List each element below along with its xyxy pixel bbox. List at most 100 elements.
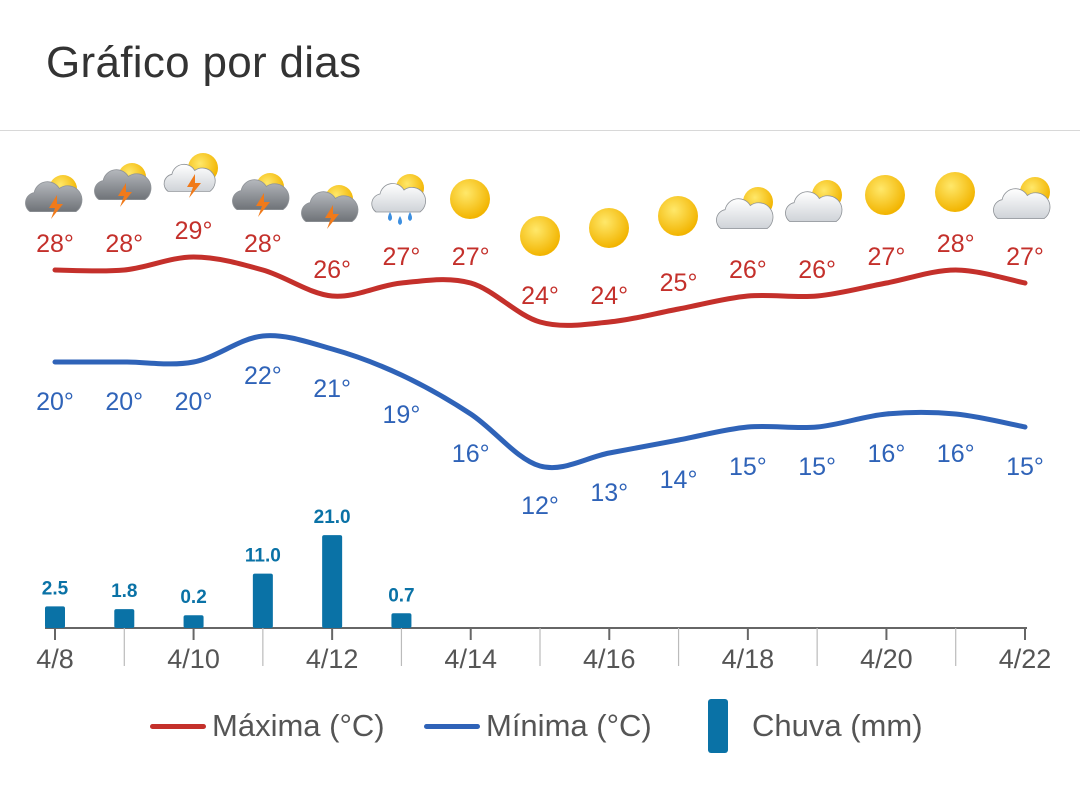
rain-cloud-sun-icon [371, 174, 426, 225]
sun-icon [589, 208, 629, 248]
sun-icon [865, 175, 905, 215]
max-temp-label: 28° [105, 230, 143, 258]
lightning-bolt [49, 195, 63, 219]
lightning-bolt [118, 183, 132, 207]
legend-label-min: Mínima (°C) [486, 708, 652, 743]
max-temp-label: 27° [868, 243, 906, 271]
cloud-shape [371, 183, 426, 213]
max-temp-label: 25° [660, 269, 698, 297]
sun-disc [589, 208, 629, 248]
max-temp-label: 26° [313, 256, 351, 284]
partly-cloudy-icon [993, 177, 1051, 219]
min-temp-label: 19° [383, 401, 421, 429]
rain-bar [114, 609, 135, 628]
rain-bar [183, 615, 204, 628]
max-temp-label: 29° [175, 217, 213, 245]
max-temp-label: 28° [244, 230, 282, 258]
storm-cloud-sun-icon [301, 185, 359, 229]
max-temp-label: 27° [383, 243, 421, 271]
cloud-shape [716, 198, 774, 229]
lightning-bolt [325, 205, 339, 229]
storm-sun-icon [163, 153, 218, 198]
min-temp-line [52, 333, 1028, 470]
cloud-shape [785, 191, 843, 222]
legend-label-rain: Chuva (mm) [752, 708, 923, 743]
rain-data-label: 2.5 [42, 578, 69, 599]
storm-cloud-sun-icon [25, 175, 83, 219]
max-temp-label: 24° [590, 282, 628, 310]
sun-icon [450, 179, 490, 219]
daily-weather-chart: 4/8 4/10 4/12 4/14 4/16 4/18 4/20 4/22 2.5 1.8 0.2… [25, 153, 1052, 674]
legend-swatch-min [424, 723, 480, 729]
legend-item-min: Mínima (°C) [424, 696, 652, 756]
min-temp-label: 15° [729, 453, 767, 481]
min-temp-label: 22° [244, 362, 282, 390]
rain-data-label: 1.8 [111, 581, 137, 602]
min-temp-label: 13° [590, 479, 628, 507]
max-temp-label: 28° [937, 230, 975, 258]
cloud-shape [94, 169, 152, 200]
min-temp-label: 20° [175, 388, 213, 416]
max-temp-label: 26° [798, 256, 836, 284]
cloud-shape [993, 188, 1051, 219]
rain-data-label: 0.2 [180, 587, 206, 608]
max-temp-label: 26° [729, 256, 767, 284]
min-temp-label: 20° [105, 388, 143, 416]
max-temp-label: 27° [1006, 243, 1044, 271]
sun-icon [658, 196, 698, 236]
min-temp-label: 15° [798, 453, 836, 481]
min-temp-label: 20° [36, 388, 74, 416]
legend-item-max: Máxima (°C) [150, 696, 385, 756]
rain-bar [45, 606, 65, 628]
header: Gráfico por dias [0, 0, 1080, 131]
rain-bar [391, 613, 412, 628]
lightning-bolt [187, 174, 201, 198]
min-temp-label: 16° [868, 440, 906, 468]
sun-disc [935, 172, 975, 212]
min-temp-label: 15° [1006, 453, 1044, 481]
x-tick-label: 4/20 [860, 644, 913, 674]
cloud-shape [163, 163, 216, 192]
legend-item-rain: Chuva (mm) [708, 696, 923, 756]
rain-drop [398, 216, 402, 225]
x-tick-label: 4/12 [306, 644, 359, 674]
min-temp-label: 16° [452, 440, 490, 468]
sun-disc [450, 179, 490, 219]
rain-bar [322, 535, 343, 628]
cloud-shape [25, 181, 83, 212]
partly-cloudy-icon [716, 187, 774, 229]
max-temp-label: 27° [452, 243, 490, 271]
max-temp-label: 24° [521, 282, 559, 310]
storm-cloud-sun-icon [94, 163, 152, 207]
legend-label-max: Máxima (°C) [212, 708, 385, 743]
cloud-shape [301, 191, 359, 222]
legend: Máxima (°C) Mínima (°C) Chuva (mm) [0, 696, 1080, 766]
rain-bar [252, 573, 273, 628]
sun-disc [865, 175, 905, 215]
x-tick-label: 4/22 [999, 644, 1052, 674]
min-temp-label: 14° [660, 466, 698, 494]
max-temp-label: 28° [36, 230, 74, 258]
min-temp-label: 16° [937, 440, 975, 468]
lightning-bolt [256, 193, 270, 217]
page-title: Gráfico por dias [46, 38, 362, 87]
legend-swatch-max [150, 723, 206, 729]
rain-data-label: 0.7 [388, 585, 414, 606]
sun-icon [935, 172, 975, 212]
rain-drop [408, 212, 412, 221]
sun-disc [658, 196, 698, 236]
min-temp-label: 12° [521, 492, 559, 520]
legend-swatch-rain [708, 699, 728, 753]
x-tick-label: 4/10 [167, 644, 220, 674]
sun-icon [520, 216, 560, 256]
min-temp-label: 21° [313, 375, 351, 403]
x-tick-label: 4/16 [583, 644, 636, 674]
rain-data-label: 21.0 [314, 507, 351, 528]
rain-drop [388, 212, 392, 221]
x-tick-label: 4/8 [36, 644, 74, 674]
x-tick-label: 4/14 [444, 644, 497, 674]
cloud-shape [232, 179, 290, 210]
partly-cloudy-icon [785, 180, 843, 222]
x-tick-label: 4/18 [722, 644, 775, 674]
max-temp-line [52, 254, 1028, 328]
